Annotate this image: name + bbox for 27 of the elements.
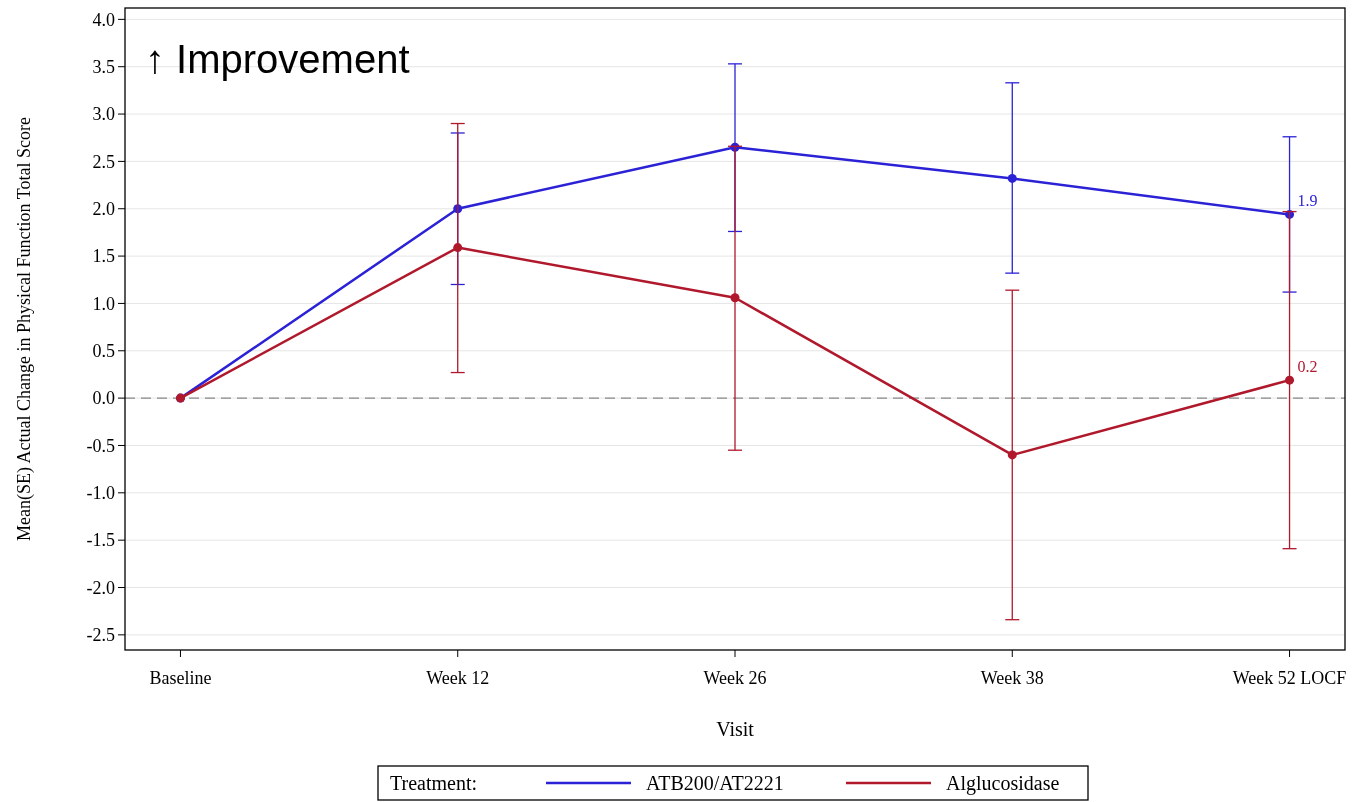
annotation: ↑ Improvement	[145, 37, 410, 81]
y-tick-label: 1.5	[92, 246, 115, 267]
y-tick-label: 4.0	[92, 9, 115, 30]
y-tick-label: -0.5	[86, 435, 115, 456]
y-tick-label: -2.0	[86, 577, 115, 598]
y-tick-label: 0.5	[92, 341, 115, 362]
y-tick-label: 2.5	[92, 151, 115, 172]
y-tick-label: 2.0	[92, 199, 115, 220]
legend-label: ATB200/AT2221	[646, 772, 784, 794]
data-label: 0.2	[1297, 358, 1318, 376]
x-tick-label: Week 12	[426, 668, 490, 688]
y-tick-label: -1.0	[86, 483, 115, 504]
y-tick-label: 0.0	[92, 388, 115, 409]
x-axis-title: Visit	[716, 718, 755, 740]
data-label: 1.9	[1297, 192, 1318, 210]
x-tick-label: Week 52 LOCF	[1232, 668, 1347, 688]
x-tick-label: Week 26	[703, 668, 767, 688]
y-tick-label: 3.5	[92, 57, 115, 78]
x-tick-label: Week 38	[980, 668, 1044, 688]
y-axis-title: Mean(SE) Actual Change in Physical Function Total Score	[14, 117, 35, 541]
y-tick-label: 1.0	[92, 293, 115, 314]
y-tick-label: 3.0	[92, 104, 115, 125]
legend-title: Treatment:	[390, 772, 478, 794]
x-tick-label: Baseline	[149, 668, 212, 688]
legend-label: Alglucosidase	[946, 772, 1060, 795]
y-tick-label: -2.5	[86, 625, 115, 646]
y-tick-label: -1.5	[86, 530, 115, 551]
